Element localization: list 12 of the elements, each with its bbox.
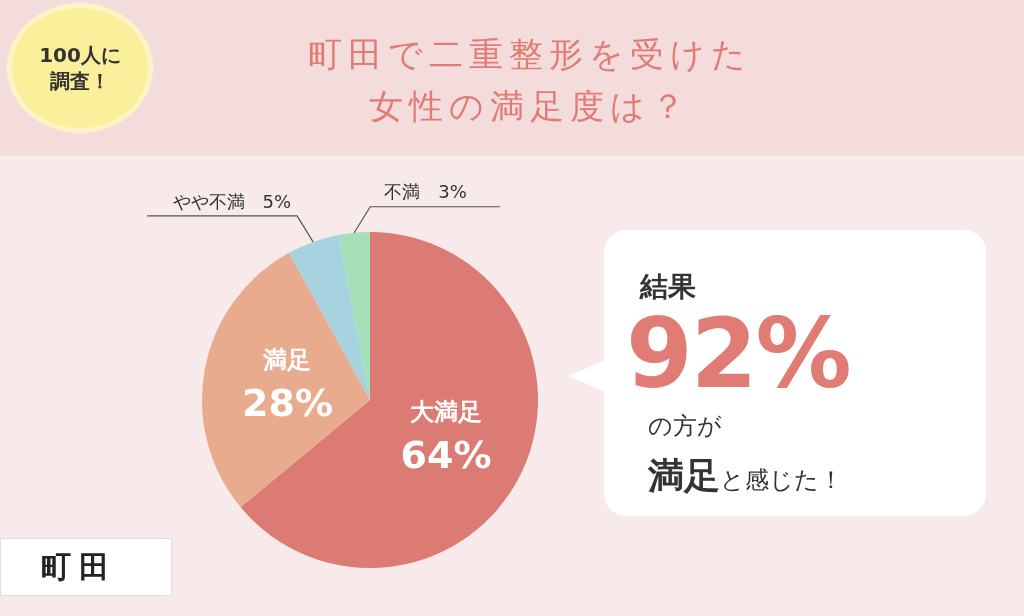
slice-label: 満足 bbox=[262, 346, 312, 375]
slice-label: やや不満 5% bbox=[172, 190, 292, 212]
text: 満足 bbox=[648, 455, 720, 496]
data-label: 28% bbox=[242, 381, 333, 426]
text: 町田 bbox=[0, 538, 172, 596]
slice-label: 不満 3% bbox=[384, 181, 467, 203]
text: の方が bbox=[648, 411, 722, 442]
chart-title: 町田で二重整形を受けた女性の満足度は？ bbox=[307, 33, 753, 128]
data-label: 64% bbox=[400, 432, 492, 477]
slice-label: 大満足 bbox=[410, 398, 483, 426]
text: と感じた！ bbox=[720, 466, 843, 494]
text: 結果 bbox=[640, 269, 696, 305]
